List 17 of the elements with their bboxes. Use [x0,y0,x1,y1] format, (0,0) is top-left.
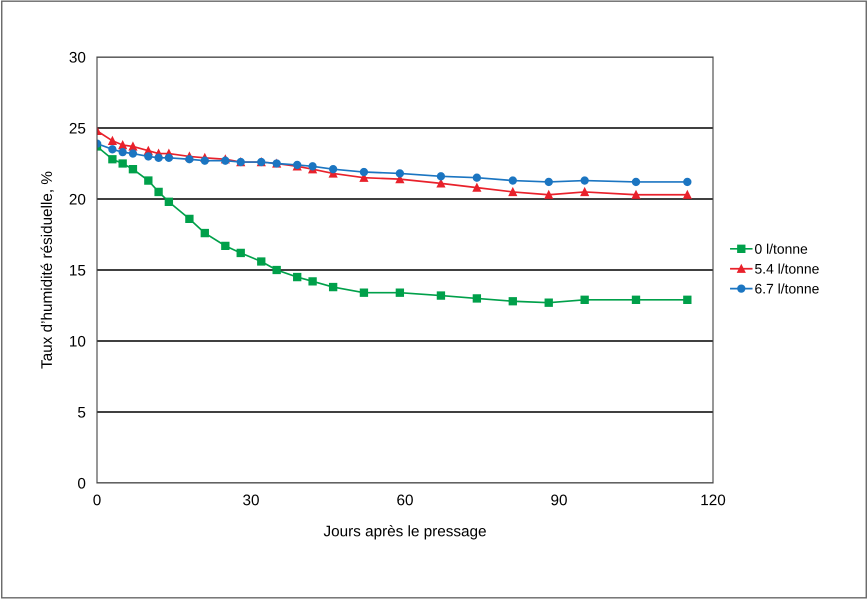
y-tick-label: 20 [70,194,86,205]
y-tick-label: 25 [70,122,86,134]
x-tick-label: 0 [93,494,101,506]
y-tick-label: 10 [70,336,86,347]
x-tick-label: 30 [243,494,259,506]
x-tick-label: 60 [397,494,413,506]
y-tick-label: 0 [78,478,86,489]
x-tick-label: 90 [551,494,567,506]
y-tick-label: 30 [69,52,86,63]
y-tick-label: 5 [78,407,86,418]
x-tick-label: 120 [701,494,726,506]
y-tick-label: 15 [70,265,86,276]
legend-label: 0 l/tonne [755,244,808,254]
x-axis-title: Jours après le pressage [324,525,486,540]
legend-label: 6.7 l/tonne [755,283,819,294]
legend-label: 5.4 l/tonne [755,264,819,274]
y-axis-title: Taux d’humidité résiduelle, % [40,172,54,369]
